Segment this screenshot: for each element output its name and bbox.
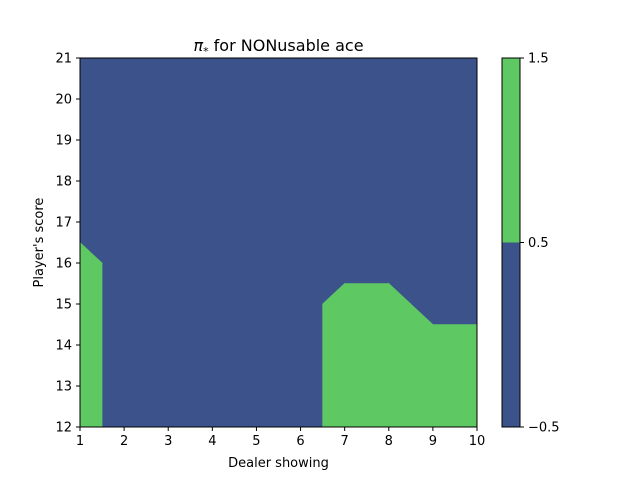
- y-tick-label: 14: [55, 339, 72, 354]
- x-tick-label: 5: [252, 434, 260, 449]
- title-text: for NONusable ace: [209, 36, 364, 55]
- y-tick-label: 17: [55, 216, 72, 231]
- y-axis: 12 13 14 15 16 17 18 19 20 21: [55, 52, 80, 436]
- colorbar-tick-label: −0.5: [528, 421, 560, 436]
- colorbar: −0.5 0.5 1.5: [501, 52, 560, 436]
- y-tick-label: 13: [55, 380, 72, 395]
- x-axis: 1 2 3 4 5 6 7 8 9 10: [76, 427, 485, 449]
- y-tick-label: 15: [55, 298, 72, 313]
- y-tick-label: 12: [55, 421, 72, 436]
- colorbar-tick-label: 0.5: [528, 236, 549, 251]
- x-tick-label: 3: [164, 434, 172, 449]
- x-tick-label: 4: [208, 434, 216, 449]
- y-tick-label: 18: [55, 175, 72, 190]
- colorbar-tick-label: 1.5: [528, 52, 549, 67]
- y-axis-label: Player's score: [32, 198, 47, 288]
- x-tick-label: 6: [296, 434, 304, 449]
- x-tick-label: 1: [76, 434, 84, 449]
- chart-title: π* for NONusable ace: [193, 36, 363, 58]
- x-tick-label: 7: [341, 434, 349, 449]
- y-tick-label: 20: [55, 93, 72, 108]
- plot-frame: [79, 57, 478, 428]
- x-axis-label: Dealer showing: [228, 456, 329, 471]
- colorbar-band: [502, 242, 520, 427]
- colorbar-band: [502, 58, 520, 243]
- x-tick-label: 10: [469, 434, 486, 449]
- x-tick-label: 8: [385, 434, 393, 449]
- x-tick-label: 9: [429, 434, 437, 449]
- plot-area: [79, 57, 478, 428]
- y-tick-label: 16: [55, 257, 72, 272]
- y-tick-label: 19: [55, 134, 72, 149]
- title-symbol: π: [193, 36, 203, 55]
- x-tick-label: 2: [120, 434, 128, 449]
- title-subscript: *: [203, 45, 209, 58]
- y-tick-label: 21: [55, 52, 72, 67]
